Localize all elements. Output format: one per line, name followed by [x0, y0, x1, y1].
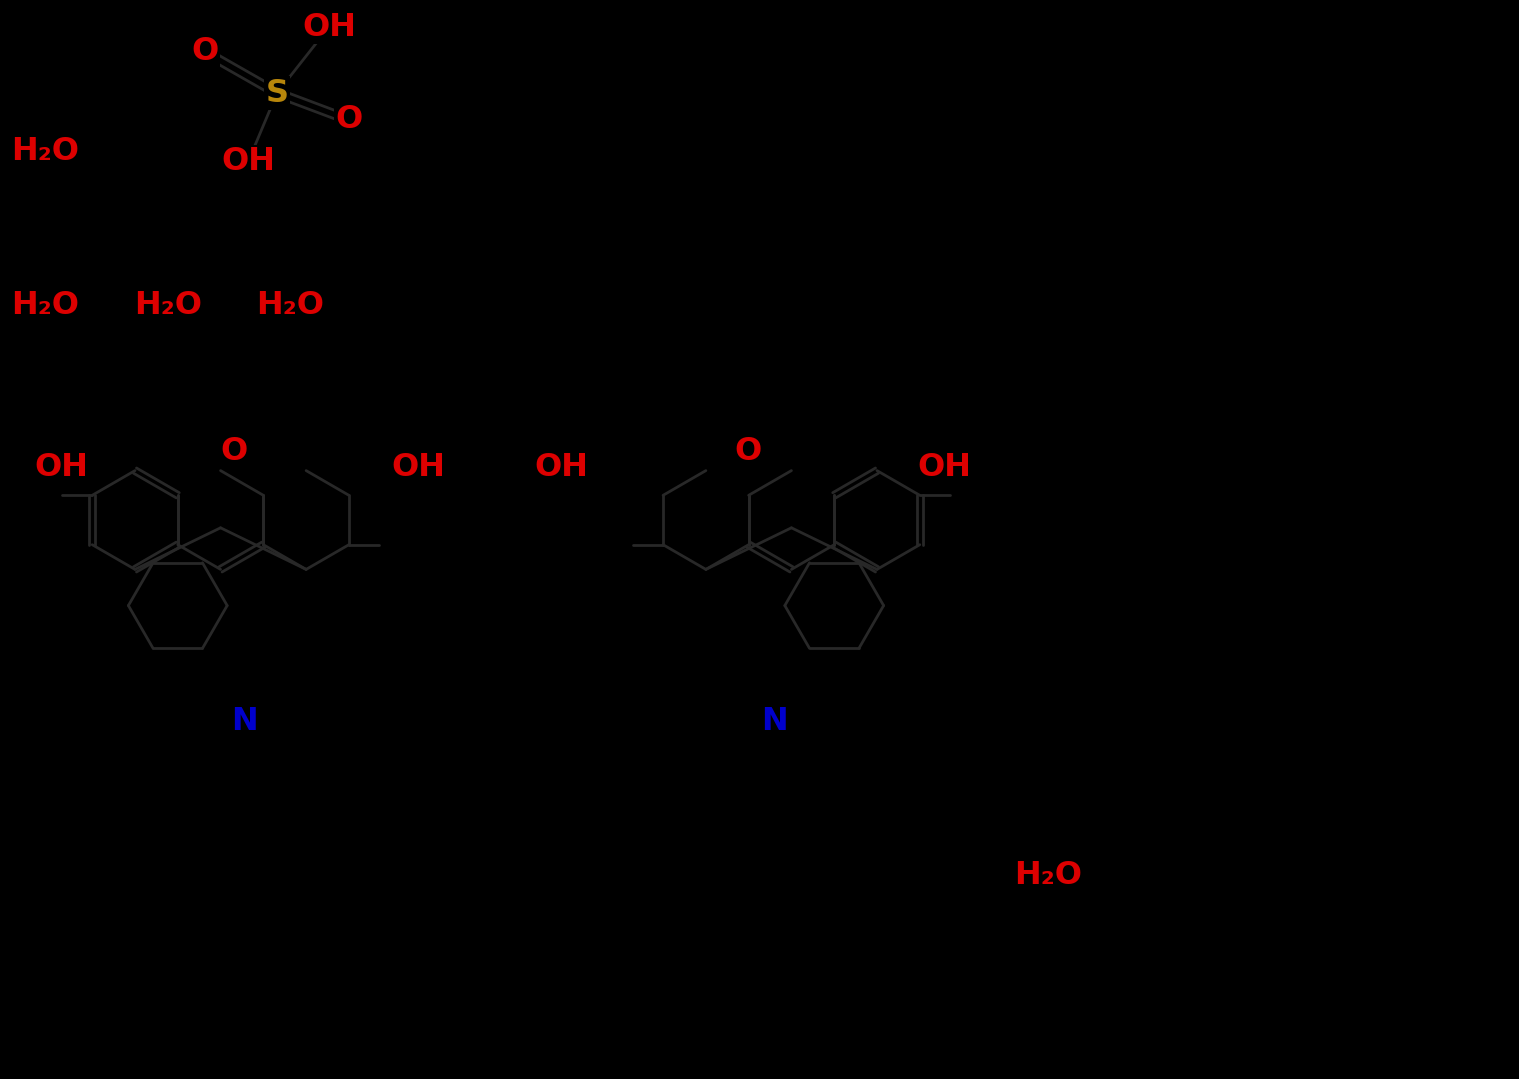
Text: H₂O: H₂O — [134, 289, 202, 320]
Text: O: O — [220, 437, 248, 467]
Text: H₂O: H₂O — [11, 289, 79, 320]
Text: H₂O: H₂O — [11, 137, 79, 167]
Text: S: S — [266, 78, 289, 109]
Text: OH: OH — [302, 12, 355, 42]
Text: H₂O: H₂O — [257, 289, 324, 320]
Text: O: O — [191, 37, 219, 68]
Text: O: O — [734, 437, 761, 467]
Text: OH: OH — [390, 452, 445, 483]
Text: H₂O: H₂O — [1015, 860, 1082, 890]
Text: O: O — [336, 105, 363, 136]
Text: N: N — [761, 707, 788, 738]
Text: N: N — [231, 707, 257, 738]
Text: OH: OH — [917, 452, 971, 483]
Text: OH: OH — [535, 452, 588, 483]
Text: OH: OH — [220, 147, 275, 178]
Text: OH: OH — [33, 452, 88, 483]
